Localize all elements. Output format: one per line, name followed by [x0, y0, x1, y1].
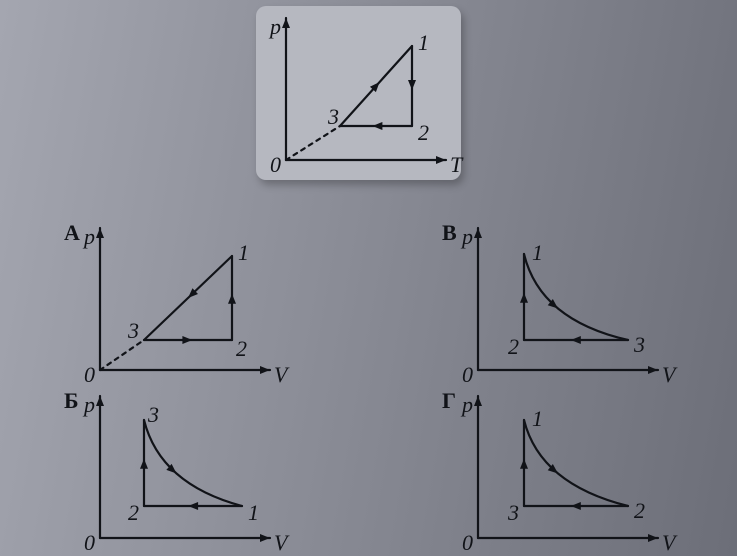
y-axis-label: p — [462, 224, 473, 250]
point-label-1: 1 — [238, 240, 249, 266]
point-label-3: 3 — [148, 402, 159, 428]
x-axis-label: V — [274, 362, 287, 388]
diagram-V: В0pV123 — [444, 220, 680, 390]
plot-G — [444, 388, 680, 556]
y-axis-label: p — [84, 224, 95, 250]
origin-label: 0 — [270, 152, 281, 178]
point-label-2: 2 — [128, 500, 139, 526]
point-label-2: 2 — [634, 498, 645, 524]
point-label-3: 3 — [328, 104, 339, 130]
point-label-3: 3 — [508, 500, 519, 526]
point-label-3: 3 — [634, 332, 645, 358]
x-axis-label: V — [662, 362, 675, 388]
diagram-A: А0pV123 — [66, 220, 292, 390]
point-label-2: 2 — [236, 336, 247, 362]
plot-top — [264, 0, 464, 190]
y-axis-label: p — [462, 392, 473, 418]
plot-V — [444, 220, 680, 390]
point-label-1: 1 — [532, 406, 543, 432]
point-label-2: 2 — [418, 120, 429, 146]
page: 0pT123А0pV123Б0pV123В0pV123Г0pV123 — [0, 0, 737, 556]
diagram-B: Б0pV123 — [66, 388, 292, 556]
x-axis-label: V — [274, 530, 287, 556]
y-axis-label: p — [84, 392, 95, 418]
point-label-3: 3 — [128, 318, 139, 344]
x-axis-label: T — [450, 152, 462, 178]
point-label-1: 1 — [248, 500, 259, 526]
plot-B — [66, 388, 292, 556]
plot-A — [66, 220, 292, 390]
origin-label: 0 — [462, 530, 473, 556]
diagram-top: 0 p T 1 2 3 — [264, 0, 464, 190]
x-axis-label: V — [662, 530, 675, 556]
y-axis-label: p — [270, 14, 281, 40]
point-label-1: 1 — [418, 30, 429, 56]
point-label-1: 1 — [532, 240, 543, 266]
origin-label: 0 — [84, 530, 95, 556]
origin-label: 0 — [84, 362, 95, 388]
origin-label: 0 — [462, 362, 473, 388]
point-label-2: 2 — [508, 334, 519, 360]
diagram-G: Г0pV123 — [444, 388, 680, 556]
